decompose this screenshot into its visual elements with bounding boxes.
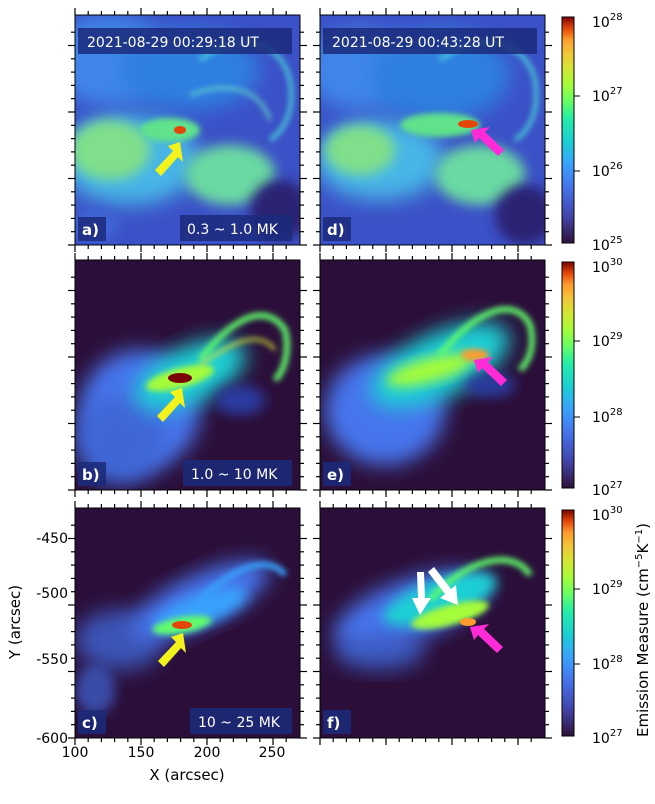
colorbar-3: 1030 1029 1028 1027	[561, 505, 623, 747]
panel-e: e)	[319, 259, 546, 491]
y-axis-title: Y (arcsec)	[6, 585, 24, 660]
colorbar-1-tick-1: 1027	[592, 86, 623, 105]
y-tick-500: -500	[36, 586, 68, 602]
panel-c-temp-range: 10 ~ 25 MK	[198, 715, 281, 731]
y-tick-550: -550	[36, 652, 68, 668]
panel-d-timestamp: 2021-08-29 00:43:28 UT	[332, 35, 504, 51]
panel-a-temp-range: 0.3 ~ 1.0 MK	[187, 222, 279, 238]
panel-b-arrow	[157, 388, 185, 422]
y-axis: -450 -500 -550 -600 Y (arcsec)	[6, 531, 68, 747]
panel-a-timestamp: 2021-08-29 00:29:18 UT	[87, 35, 259, 51]
y-tick-600: -600	[36, 731, 68, 747]
colorbar-2-min: 1027	[592, 480, 623, 499]
panel-a: 2021-08-29 00:29:18 UT a) 0.3 ~ 1.0 MK	[74, 14, 301, 246]
panel-f-label: f)	[327, 714, 340, 732]
panel-a-arrow	[155, 142, 183, 176]
panel-b: b) 1.0 ~ 10 MK	[74, 259, 301, 491]
colorbar-title: Emission Measure (cm−5K−1)	[634, 523, 652, 737]
colorbar-3-min: 1027	[592, 728, 623, 747]
colorbar-1-min: 1025	[592, 235, 623, 254]
x-tick-200: 200	[194, 745, 221, 761]
colorbar-2-tick-2: 1028	[592, 407, 623, 426]
x-axis: 100 150 200 250 X (arcsec)	[62, 745, 286, 784]
panel-f: f)	[319, 507, 546, 739]
panel-a-timestamp-box	[78, 28, 292, 54]
colorbar-2: 1030 1029 1028 1027	[561, 257, 623, 499]
y-tick-450: -450	[36, 531, 68, 547]
panel-f-arrow	[470, 624, 503, 653]
x-tick-250: 250	[259, 745, 286, 761]
panel-c-image	[75, 561, 288, 715]
panel-c-arrow	[158, 633, 186, 667]
panel-a-label: a)	[82, 221, 99, 239]
x-axis-title: X (arcsec)	[149, 766, 224, 784]
colorbar-1: 1028 1027 1026 1025	[561, 12, 623, 254]
colorbar-1-max: 1028	[592, 12, 623, 31]
panel-b-label: b)	[82, 466, 100, 484]
panel-e-arrow	[474, 357, 507, 386]
panel-c-label: c)	[82, 714, 98, 732]
panel-ticks	[68, 8, 552, 745]
panel-e-image	[325, 306, 535, 465]
panel-f-white-arrow-1	[412, 572, 431, 615]
panel-c: c) 10 ~ 25 MK	[74, 507, 301, 739]
panel-d: 2021-08-29 00:43:28 UT d)	[319, 14, 546, 246]
colorbar-3-max: 1030	[592, 505, 623, 524]
colorbar-3-tick-1: 1029	[592, 579, 623, 598]
colorbar-2-tick-1: 1029	[592, 331, 623, 350]
panel-b-temp-range: 1.0 ~ 10 MK	[191, 467, 278, 483]
panel-f-white-arrow-2	[428, 567, 458, 605]
colorbar-3-tick-2: 1028	[592, 654, 623, 673]
panel-d-label: d)	[327, 221, 345, 239]
colorbar-1-tick-2: 1026	[592, 161, 623, 180]
x-tick-100: 100	[62, 745, 89, 761]
colorbar-2-max: 1030	[592, 257, 623, 276]
panel-d-arrow	[471, 127, 504, 156]
x-tick-150: 150	[128, 745, 155, 761]
panel-e-label: e)	[327, 466, 344, 484]
